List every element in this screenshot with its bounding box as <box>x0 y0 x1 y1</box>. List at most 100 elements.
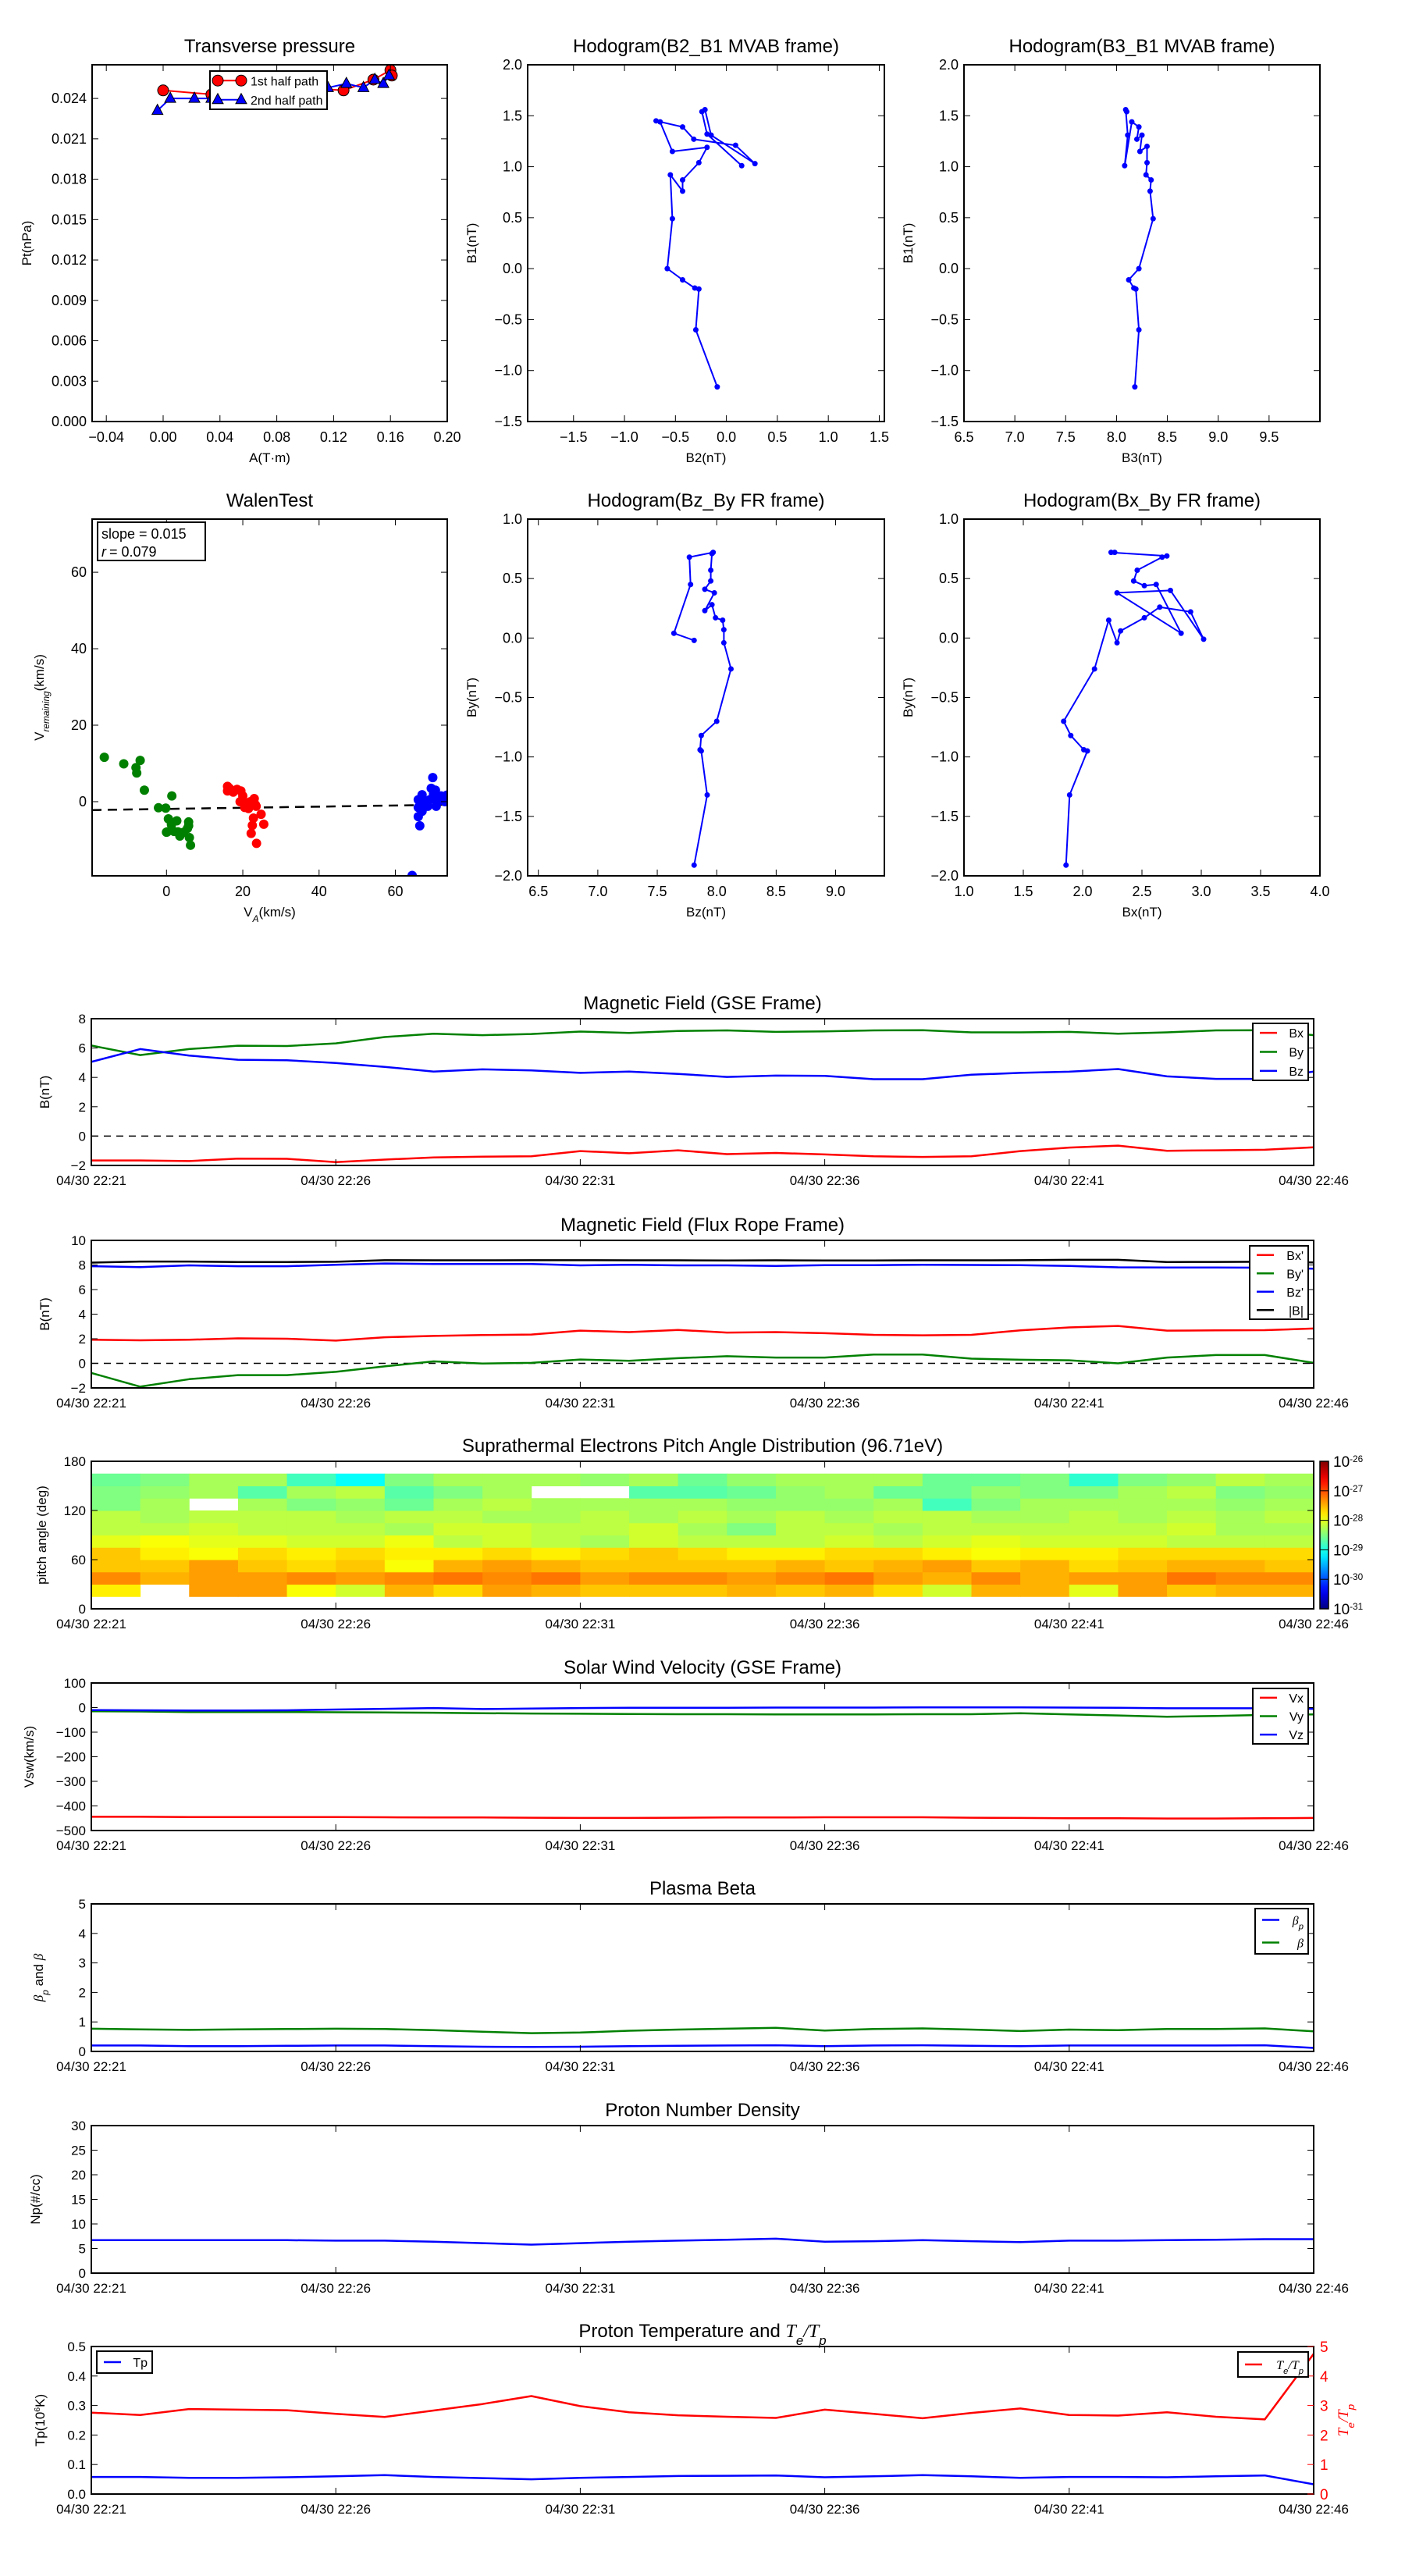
y-tick-label: 120 <box>64 1503 86 1518</box>
y-tick-label: 0.4 <box>67 2369 86 2384</box>
label-part: (km/s) <box>259 905 296 920</box>
plot-area <box>91 2237 1314 2246</box>
colorbar-tick-label: 10-28 <box>1333 1513 1364 1530</box>
y-tick-label: 4 <box>79 1070 86 1085</box>
y-tick-label: 8 <box>79 1258 86 1273</box>
heatmap-cell <box>922 1560 973 1573</box>
data-point <box>691 136 697 142</box>
heatmap-cell <box>482 1498 532 1511</box>
y-tick-label: 0.018 <box>52 172 87 187</box>
heatmap-cell <box>1215 1485 1265 1499</box>
legend: Vx Vy Vz <box>1252 1688 1309 1745</box>
heatmap-cell <box>336 1485 386 1499</box>
data-point <box>256 809 266 820</box>
heatmap-cell <box>1167 1485 1217 1499</box>
data-point <box>720 617 726 623</box>
series-line <box>91 1354 1314 1388</box>
y-tick-label: 1.0 <box>503 159 522 175</box>
legend-label: Bz <box>1289 1066 1304 1079</box>
r-value-text: = 0.079 <box>109 544 157 560</box>
legend-item: By' <box>1257 1268 1304 1281</box>
heatmap-cell <box>580 1571 630 1585</box>
y-tick-label: 40 <box>71 641 87 656</box>
heatmap-cell <box>873 1522 923 1535</box>
y-tick-label-right: 1 <box>1320 2457 1329 2474</box>
x-tick-label: −0.5 <box>662 429 690 445</box>
x-tick-label: 04/30 22:31 <box>545 1173 615 1188</box>
y-axis-label: Vsw(km/s) <box>22 1726 37 1788</box>
heatmap-cell <box>433 1584 483 1597</box>
data-point <box>1136 326 1142 333</box>
heatmap-cell <box>286 1547 336 1560</box>
legend-item: Bx' <box>1257 1250 1304 1263</box>
data-point <box>1068 732 1074 738</box>
heatmap-cell <box>384 1571 434 1585</box>
heatmap-cell <box>922 1498 973 1511</box>
y-tick-label: 2.0 <box>503 57 522 73</box>
data-point <box>1125 132 1131 138</box>
data-point <box>1141 582 1147 589</box>
legend-box <box>1249 1245 1309 1320</box>
data-point <box>251 838 261 849</box>
heatmap-cell <box>775 1498 826 1511</box>
label-part: e <box>1283 2367 1288 2376</box>
heatmap-cell <box>727 1522 777 1535</box>
heatmap-cell <box>1167 1571 1217 1585</box>
y-tick-label: 0.5 <box>503 210 522 226</box>
heatmap-cell <box>971 1547 1021 1560</box>
y-tick-label: 0 <box>79 794 87 809</box>
heatmap-cell <box>1069 1535 1119 1548</box>
legend-item: Vz <box>1260 1729 1304 1742</box>
heatmap-cell <box>237 1498 288 1511</box>
data-point <box>653 118 660 124</box>
heatmap-cell <box>1215 1560 1265 1573</box>
legend-marker <box>212 92 224 105</box>
heatmap-cell <box>1215 1535 1265 1548</box>
heatmap-cell <box>384 1584 434 1597</box>
x-axis-label: Bx(nT) <box>1122 905 1162 920</box>
heatmap-cell <box>873 1510 923 1524</box>
heatmap-cell <box>1020 1584 1070 1597</box>
data-point <box>1159 554 1165 560</box>
y-axis-label: By(nT) <box>464 678 479 717</box>
data-point <box>428 773 438 783</box>
y-axis-label: B1(nT) <box>464 223 479 264</box>
data-point <box>691 862 697 868</box>
heatmap-cell <box>971 1535 1021 1548</box>
legend-item: |B| <box>1257 1304 1304 1318</box>
plot-area <box>91 1473 1314 1597</box>
heatmap-cell <box>580 1560 630 1573</box>
y-axis-label: B(nT) <box>37 1297 52 1331</box>
y-tick-label: 6 <box>79 1041 86 1056</box>
x-tick-label: 0.04 <box>206 429 233 445</box>
heatmap-cell <box>140 1571 190 1585</box>
x-tick-label: 0.20 <box>433 429 461 445</box>
x-tick-label: 04/30 22:21 <box>56 2281 126 2296</box>
data-point <box>1144 159 1151 165</box>
x-tick-label: 8.5 <box>1158 429 1177 445</box>
heatmap-cell <box>580 1547 630 1560</box>
heatmap-cell <box>873 1547 923 1560</box>
chart-title: Magnetic Field (Flux Rope Frame) <box>560 1215 845 1236</box>
data-point <box>679 188 685 194</box>
heatmap-cell <box>237 1547 288 1560</box>
x-tick-label: 04/30 22:46 <box>1279 2059 1349 2074</box>
heatmap-cell <box>189 1571 239 1585</box>
heatmap-cell <box>140 1485 190 1499</box>
heatmap-cell <box>727 1485 777 1499</box>
x-tick-label: 04/30 22:31 <box>545 2281 615 2296</box>
legend-item: β <box>1262 1937 1304 1951</box>
y-axis-label: Np(#/cc) <box>28 2174 43 2224</box>
heatmap-cell <box>678 1485 727 1499</box>
plot-area <box>91 1706 1314 1820</box>
heatmap-cell <box>971 1522 1021 1535</box>
y-tick-label: 0 <box>79 1357 86 1372</box>
y-tick-label: 0.1 <box>67 2457 86 2472</box>
x-tick-label: 20 <box>235 884 251 899</box>
heatmap-cell <box>531 1547 581 1560</box>
x-axis-label: VA(km/s) <box>244 905 296 924</box>
heatmap-cell <box>1069 1498 1119 1511</box>
x-tick-label: 04/30 22:21 <box>56 1396 126 1411</box>
heatmap-cell <box>1118 1522 1168 1535</box>
y-tick-label: −200 <box>56 1750 86 1765</box>
